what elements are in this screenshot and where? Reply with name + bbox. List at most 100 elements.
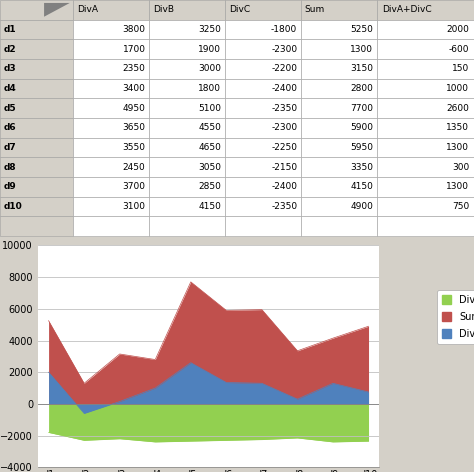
Bar	[0, 98, 73, 118]
Bar	[0, 79, 73, 98]
Text: 1300: 1300	[446, 143, 469, 152]
Text: -2150: -2150	[271, 163, 297, 172]
Bar	[301, 20, 377, 39]
Text: -600: -600	[449, 45, 469, 54]
Text: DivC: DivC	[229, 5, 250, 14]
Text: 3000: 3000	[198, 64, 221, 73]
Bar	[301, 39, 377, 59]
Bar	[301, 118, 377, 138]
Bar	[377, 59, 474, 79]
Bar	[149, 0, 225, 20]
Text: 2450: 2450	[123, 163, 146, 172]
Text: 3700: 3700	[122, 182, 146, 191]
Bar	[377, 39, 474, 59]
Text: 5100: 5100	[198, 104, 221, 113]
Bar	[377, 79, 474, 98]
Bar	[73, 39, 149, 59]
Text: 4950: 4950	[123, 104, 146, 113]
Text: -2200: -2200	[271, 64, 297, 73]
Bar	[73, 20, 149, 39]
Bar	[149, 20, 225, 39]
Bar	[0, 138, 73, 157]
Text: DivB: DivB	[153, 5, 174, 14]
Text: 750: 750	[452, 202, 469, 211]
Bar	[377, 197, 474, 216]
Bar	[0, 216, 73, 236]
Bar	[73, 138, 149, 157]
Bar	[377, 20, 474, 39]
Text: -1800: -1800	[271, 25, 297, 34]
Bar	[225, 197, 301, 216]
Bar	[149, 39, 225, 59]
Text: 3400: 3400	[123, 84, 146, 93]
Bar	[73, 59, 149, 79]
Bar	[73, 197, 149, 216]
Bar	[225, 216, 301, 236]
Text: 4550: 4550	[199, 123, 221, 132]
Text: 1000: 1000	[446, 84, 469, 93]
Bar	[301, 177, 377, 197]
Text: -2300: -2300	[271, 123, 297, 132]
Bar	[301, 197, 377, 216]
Bar	[301, 216, 377, 236]
Bar	[377, 138, 474, 157]
Bar	[73, 118, 149, 138]
Bar	[377, 98, 474, 118]
Text: 3800: 3800	[122, 25, 146, 34]
Bar	[225, 157, 301, 177]
Bar	[73, 177, 149, 197]
Bar	[0, 157, 73, 177]
Text: 1700: 1700	[122, 45, 146, 54]
Text: 2800: 2800	[350, 84, 373, 93]
Bar	[301, 157, 377, 177]
Bar	[149, 138, 225, 157]
Text: 1800: 1800	[198, 84, 221, 93]
Bar	[377, 118, 474, 138]
Polygon shape	[44, 3, 70, 17]
Bar	[0, 39, 73, 59]
Bar	[149, 59, 225, 79]
Text: DivA: DivA	[77, 5, 98, 14]
Bar	[149, 98, 225, 118]
Text: d3: d3	[4, 64, 16, 73]
Bar	[377, 216, 474, 236]
Text: 3150: 3150	[350, 64, 373, 73]
Text: 7700: 7700	[350, 104, 373, 113]
Text: 3550: 3550	[122, 143, 146, 152]
Text: d2: d2	[4, 45, 16, 54]
Bar	[149, 177, 225, 197]
Bar	[73, 216, 149, 236]
Text: 5250: 5250	[350, 25, 373, 34]
Text: -2400: -2400	[271, 182, 297, 191]
Text: 2350: 2350	[123, 64, 146, 73]
Text: -2350: -2350	[271, 104, 297, 113]
Text: DivA+DivC: DivA+DivC	[382, 5, 431, 14]
Text: 1300: 1300	[446, 182, 469, 191]
Bar	[377, 0, 474, 20]
Bar	[301, 59, 377, 79]
Bar	[73, 98, 149, 118]
Bar	[301, 79, 377, 98]
Text: d6: d6	[4, 123, 16, 132]
Bar	[377, 157, 474, 177]
Bar	[149, 197, 225, 216]
Bar	[0, 197, 73, 216]
Text: d4: d4	[4, 84, 17, 93]
Text: 2000: 2000	[446, 25, 469, 34]
Text: 300: 300	[452, 163, 469, 172]
Text: 4650: 4650	[199, 143, 221, 152]
Text: -2250: -2250	[271, 143, 297, 152]
Bar	[225, 138, 301, 157]
Bar	[225, 98, 301, 118]
Bar	[301, 0, 377, 20]
Bar	[149, 79, 225, 98]
Bar	[73, 0, 149, 20]
Text: 2850: 2850	[199, 182, 221, 191]
Text: 3650: 3650	[122, 123, 146, 132]
Bar	[149, 118, 225, 138]
Text: 2600: 2600	[446, 104, 469, 113]
Legend: DivC, Sum, DivA+DivC: DivC, Sum, DivA+DivC	[437, 290, 474, 344]
Bar	[0, 0, 73, 20]
Bar	[225, 20, 301, 39]
Text: -2400: -2400	[271, 84, 297, 93]
